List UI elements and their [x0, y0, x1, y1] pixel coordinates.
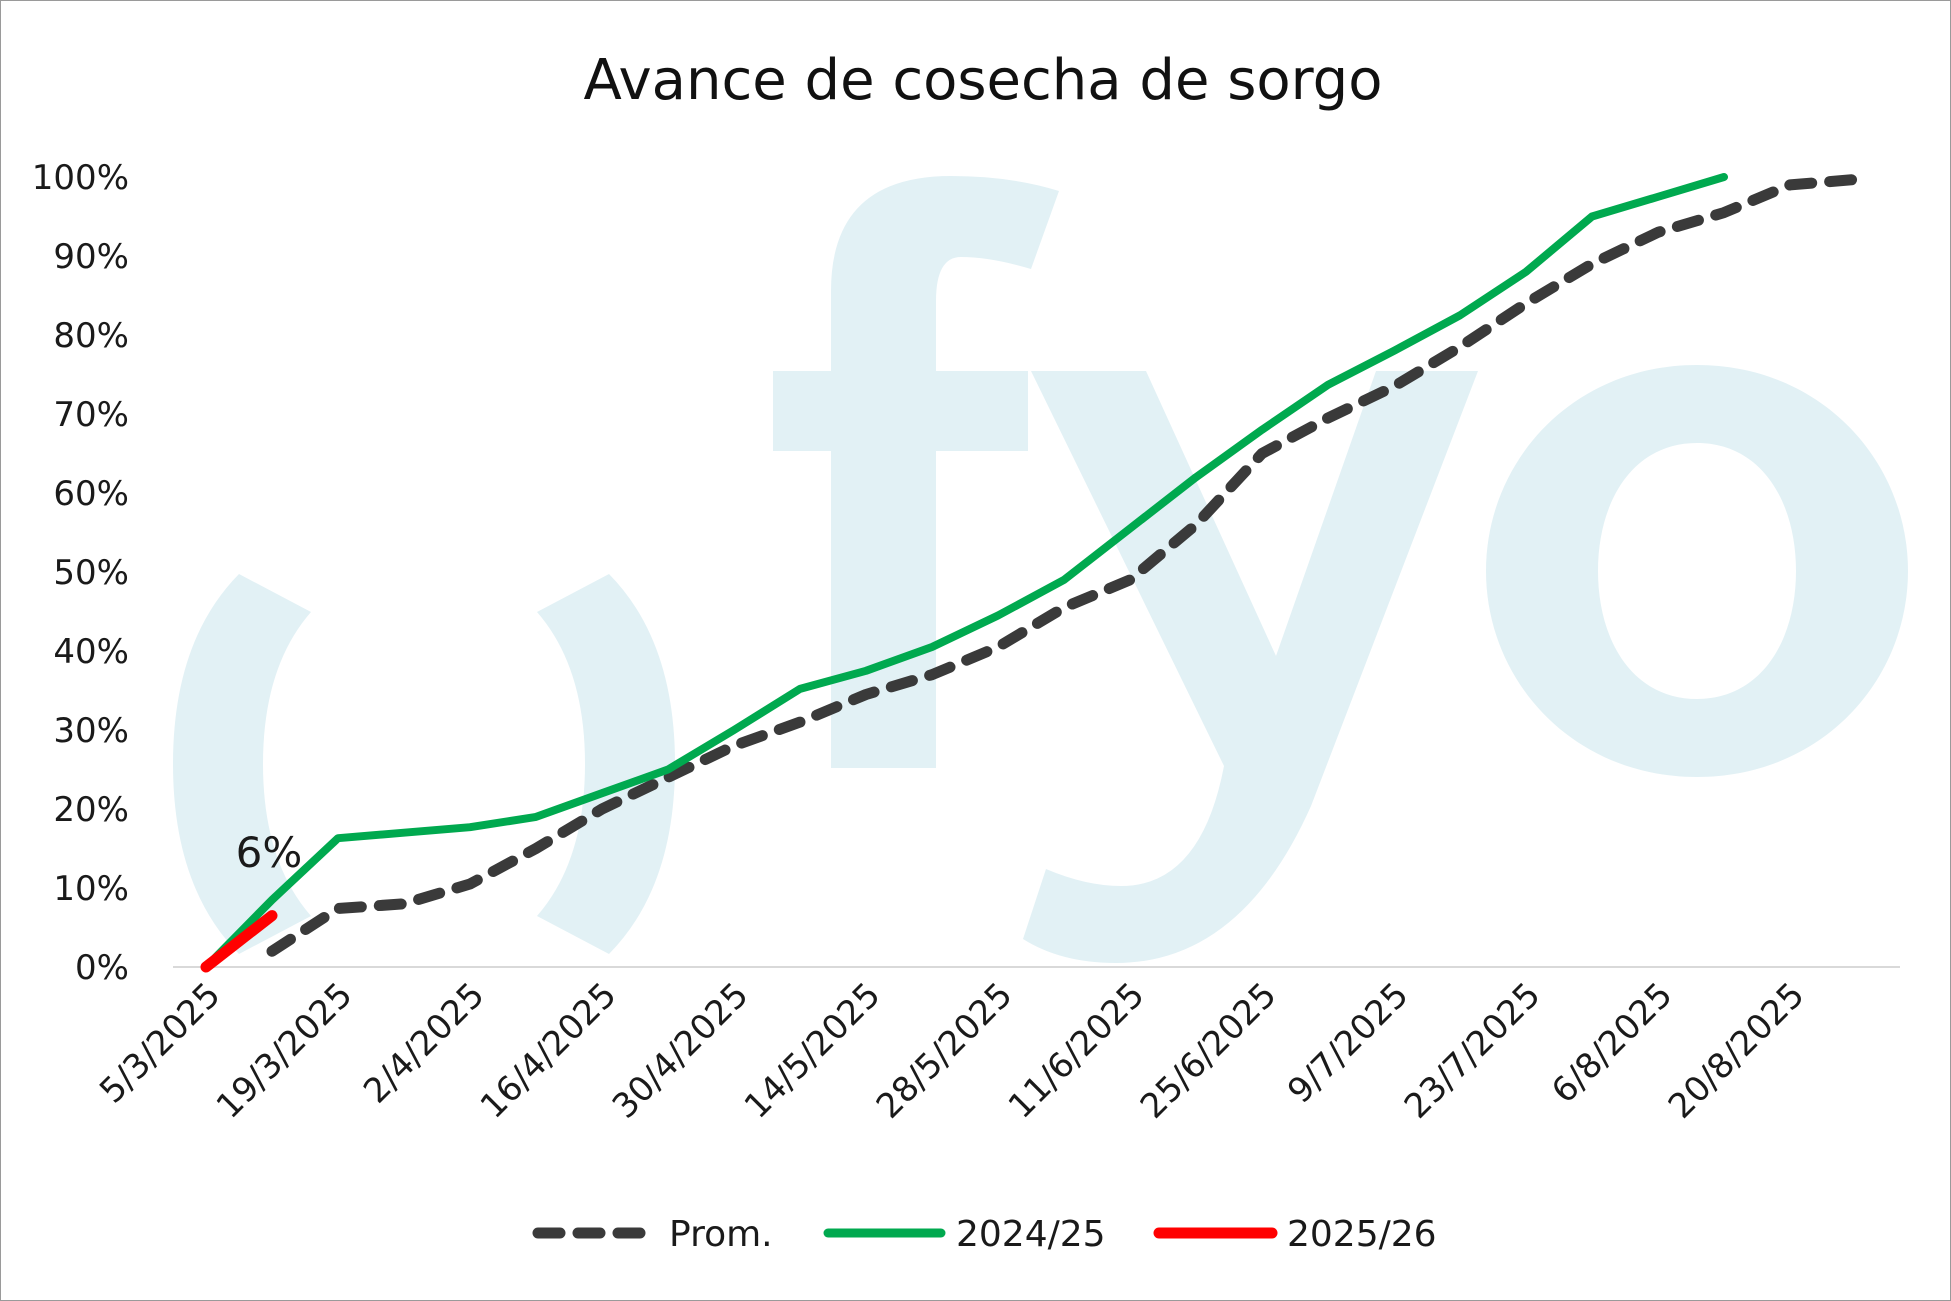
y-axis-tick-labels: 0% 10% 20% 30% 40% 50% 60% 70% 80% 90% 100%	[32, 158, 129, 988]
annotation-label: 6%	[236, 828, 303, 877]
x-tick-label: 16/4/2025	[473, 975, 625, 1127]
x-tick-label: 5/3/2025	[92, 975, 228, 1111]
x-tick-label: 19/3/2025	[209, 975, 361, 1127]
chart-legend: Prom. 2024/25 2025/26	[532, 1214, 1437, 1255]
y-tick-label: 80%	[53, 316, 129, 356]
x-tick-label: 20/8/2025	[1661, 975, 1813, 1127]
y-tick-label: 100%	[32, 158, 129, 198]
x-tick-label: 6/8/2025	[1544, 975, 1680, 1111]
x-axis-tick-labels: 5/3/202519/3/20252/4/202516/4/202530/4/2…	[92, 975, 1812, 1127]
series-line-prom	[266, 173, 1862, 957]
x-tick-label: 14/5/2025	[737, 975, 889, 1127]
x-tick-label: 9/7/2025	[1280, 975, 1416, 1111]
y-tick-label: 10%	[53, 869, 129, 909]
legend-label-2025-26: 2025/26	[1287, 1214, 1437, 1255]
x-tick-label: 2/4/2025	[356, 975, 492, 1111]
y-tick-label: 90%	[53, 237, 129, 277]
y-tick-label: 20%	[53, 790, 129, 830]
x-tick-label: 30/4/2025	[605, 975, 757, 1127]
series-lines	[200, 173, 1862, 973]
chart-title: Avance de cosecha de sorgo	[584, 48, 1383, 113]
x-tick-label: 11/6/2025	[1001, 975, 1153, 1127]
fyo-watermark-logo	[173, 176, 1908, 963]
x-tick-label: 25/6/2025	[1133, 975, 1285, 1127]
x-tick-label: 28/5/2025	[869, 975, 1021, 1127]
y-tick-label: 70%	[53, 395, 129, 435]
y-tick-label: 30%	[53, 711, 129, 751]
series-line-2024-25	[202, 173, 1728, 971]
legend-label-2024-25: 2024/25	[956, 1214, 1106, 1255]
x-tick-label: 23/7/2025	[1397, 975, 1549, 1127]
y-tick-label: 0%	[75, 948, 129, 988]
series-line-2025-26	[200, 910, 278, 973]
y-tick-label: 40%	[53, 632, 129, 672]
y-tick-label: 60%	[53, 474, 129, 514]
y-tick-label: 50%	[53, 553, 129, 593]
legend-label-prom: Prom.	[669, 1214, 773, 1255]
